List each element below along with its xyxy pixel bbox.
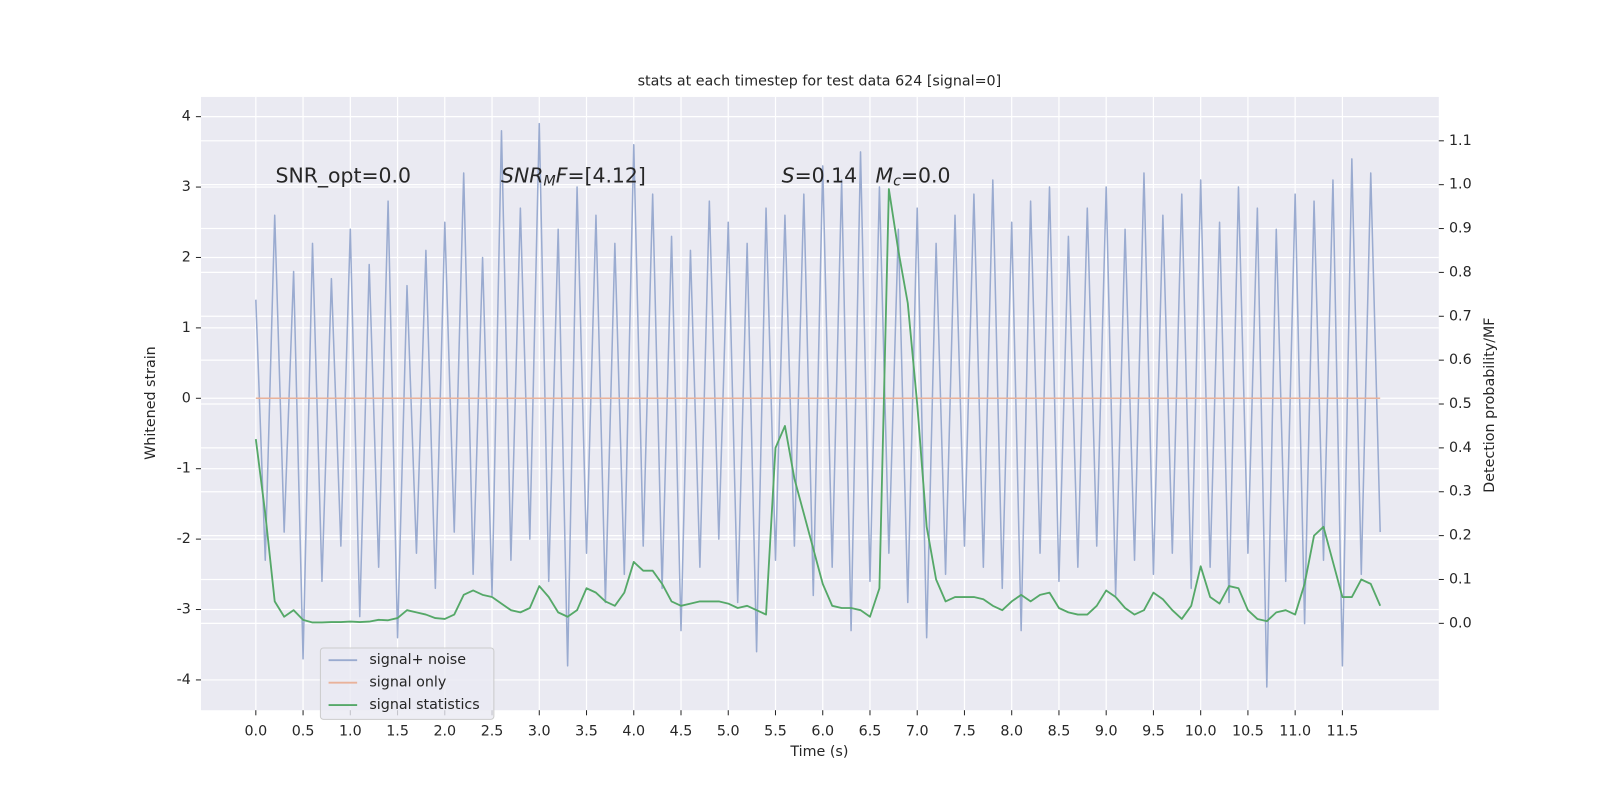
y2-tick-label: 0.8 [1449, 264, 1472, 280]
x-tick-label: 11.0 [1279, 724, 1311, 740]
x-tick-label: 0.5 [292, 724, 315, 740]
annotation-part: =0.14 [795, 164, 858, 188]
series-line [254, 188, 1382, 624]
y-tick-label: -1 [177, 461, 191, 477]
x-tick-label: 4.0 [622, 724, 645, 740]
annotation: SNRMF=[4.12] [501, 164, 646, 190]
y-tick-label: -4 [177, 672, 191, 688]
legend-label: signal statistics [369, 697, 479, 713]
x-tick-label: 10.0 [1185, 724, 1217, 740]
x-tick-label: 0.0 [244, 724, 267, 740]
y-tick-label: -3 [177, 602, 191, 618]
x-tick-label: 2.0 [433, 724, 456, 740]
y2-tick-label: 0.9 [1449, 221, 1472, 237]
x-tick-label: 10.5 [1232, 724, 1264, 740]
y2-tick-label: 0.7 [1449, 308, 1472, 324]
x-tick-label: 4.5 [670, 724, 693, 740]
y2-tick-label: 0.0 [1449, 615, 1472, 631]
annotation-part: M [543, 174, 555, 190]
x-tick-label: 6.0 [811, 724, 834, 740]
y-tick-label: 2 [182, 249, 191, 265]
y2-tick-label: 0.5 [1449, 396, 1472, 412]
x-tick-label: 5.0 [717, 724, 740, 740]
x-tick-label: 7.0 [906, 724, 929, 740]
annotation: S=0.14 [782, 164, 857, 188]
x-tick-label: 7.5 [953, 724, 976, 740]
y2-tick-label: 0.6 [1449, 352, 1472, 368]
x-tick-label: 2.5 [481, 724, 504, 740]
y-tick-label: -2 [177, 531, 191, 547]
legend-label: signal+ noise [369, 652, 466, 668]
annotation: SNR_opt=0.0 [276, 164, 412, 189]
x-tick-label: 1.0 [339, 724, 362, 740]
series-line [255, 122, 1381, 688]
y2-tick-label: 0.1 [1449, 571, 1472, 587]
y-tick-label: 1 [182, 320, 191, 336]
x-tick-label: 8.5 [1048, 724, 1071, 740]
y-tick-label: 0 [182, 390, 191, 406]
annotation-part: =[4.12] [567, 164, 645, 188]
annotation-part: SNR [501, 164, 543, 188]
annotation-part: SNR_opt=0.0 [276, 164, 412, 189]
x-tick-label: 1.5 [386, 724, 409, 740]
chart-title: stats at each timestep for test data 624… [638, 74, 1002, 90]
x-tick-label: 9.5 [1142, 724, 1165, 740]
x-tick-label: 9.0 [1095, 724, 1118, 740]
legend-box [319, 647, 495, 720]
annotation-part: c [893, 174, 901, 190]
x-tick-label: 8.0 [1000, 724, 1023, 740]
x-tick-label: 3.0 [528, 724, 551, 740]
y-tick-label: 4 [182, 109, 191, 125]
annotation-part: S [782, 164, 795, 188]
x-tick-label: 5.5 [764, 724, 787, 740]
annotation-part: F [556, 164, 568, 188]
x-tick-label: 6.5 [859, 724, 882, 740]
y2-tick-label: 1.1 [1449, 133, 1472, 149]
legend-label: signal only [369, 675, 446, 691]
y-axis-label: Whitened strain [143, 346, 159, 460]
y-tick-label: 3 [182, 179, 191, 195]
x-axis-label: Time (s) [789, 744, 848, 760]
annotation: Mc=0.0 [876, 164, 951, 190]
annotation-part: M [876, 164, 894, 188]
x-tick-label: 3.5 [575, 724, 598, 740]
y2-tick-label: 0.3 [1449, 484, 1472, 500]
y2-tick-label: 1.0 [1449, 177, 1472, 193]
y2-tick-label: 0.4 [1449, 440, 1472, 456]
x-tick-label: 11.5 [1327, 724, 1359, 740]
y2-axis-label: Detection probability/MF [1482, 317, 1498, 492]
annotation-part: =0.0 [901, 164, 951, 188]
y2-tick-label: 0.2 [1449, 528, 1472, 544]
